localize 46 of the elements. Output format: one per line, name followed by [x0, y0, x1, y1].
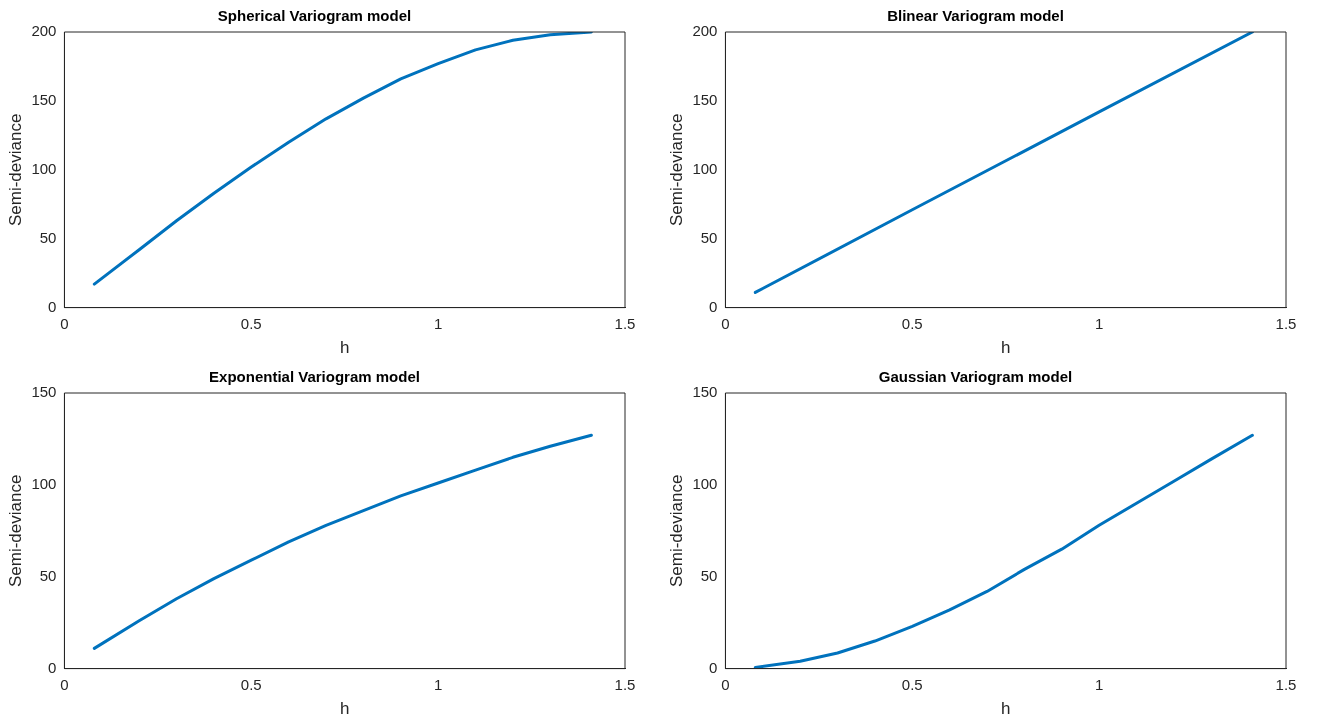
x-tick-label: 1.5	[1275, 314, 1297, 332]
y-axis-title: Semi-deviance	[5, 474, 25, 588]
x-tick-label: 0	[60, 314, 69, 332]
x-tick-label: 0	[60, 675, 69, 693]
y-tick-label: 200	[692, 22, 718, 40]
x-tick-label: 0	[721, 675, 730, 693]
x-tick-label: 1.5	[614, 314, 636, 332]
x-tick-label: 1	[433, 314, 443, 332]
y-tick-label: 150	[692, 91, 718, 109]
x-tick-label: 1.5	[614, 675, 636, 693]
y-axis-title: Semi-deviance	[666, 474, 686, 588]
y-tick-label: 200	[31, 22, 57, 40]
y-tick-label: 0	[709, 658, 718, 676]
y-axis-title: Semi-deviance	[666, 113, 686, 227]
x-tick-label: 0.5	[901, 675, 923, 693]
y-tick-label: 150	[31, 383, 57, 401]
x-axis-title: h	[1000, 338, 1011, 358]
y-tick-label: 100	[692, 159, 718, 177]
y-tick-label: 50	[39, 566, 57, 584]
x-tick-label: 0.5	[240, 314, 262, 332]
y-tick-label: 0	[709, 297, 718, 315]
y-tick-label: 100	[692, 475, 718, 493]
x-axis-title: h	[339, 338, 350, 358]
y-tick-label: 100	[31, 475, 57, 493]
x-tick-label: 1	[1094, 675, 1104, 693]
x-tick-label: 1	[433, 675, 443, 693]
y-tick-label: 150	[692, 383, 718, 401]
x-axis-title: h	[339, 699, 350, 719]
x-tick-label: 1	[1094, 314, 1104, 332]
y-tick-label: 50	[700, 228, 718, 246]
chart-title: Spherical Variogram model	[217, 7, 412, 25]
y-tick-label: 50	[700, 566, 718, 584]
x-tick-label: 0.5	[901, 314, 923, 332]
y-tick-label: 0	[48, 297, 57, 315]
chart-title: Exponential Variogram model	[209, 368, 420, 386]
y-tick-label: 150	[31, 91, 57, 109]
y-axis-title: Semi-deviance	[5, 113, 25, 227]
x-tick-label: 0	[721, 314, 730, 332]
chart-title: Blinear Variogram model	[887, 7, 1064, 25]
x-tick-label: 1.5	[1275, 675, 1297, 693]
chart-title: Gaussian Variogram model	[878, 368, 1073, 386]
x-tick-label: 0.5	[240, 675, 262, 693]
x-axis-title: h	[1000, 699, 1011, 719]
y-tick-label: 50	[39, 228, 57, 246]
y-tick-label: 0	[48, 658, 57, 676]
y-tick-label: 100	[31, 159, 57, 177]
